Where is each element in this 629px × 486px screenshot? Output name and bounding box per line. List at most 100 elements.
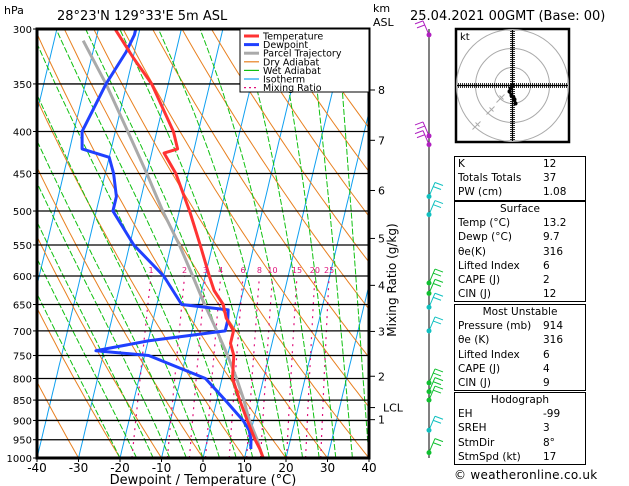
index-label: Lifted Index: [458, 259, 520, 272]
surface-row: CIN (J) 12: [455, 287, 585, 301]
index-value: 316: [543, 245, 564, 258]
index-value: 4: [543, 362, 550, 375]
x-axis-title: Dewpoint / Temperature (°C): [110, 473, 297, 486]
mu-row: Pressure (mb) 914: [455, 319, 585, 333]
hodograph-point: [510, 83, 515, 88]
asl-unit-label: ASL: [373, 16, 395, 29]
index-row-totals: Totals Totals 37: [455, 171, 585, 185]
hodograph-point: [513, 101, 518, 106]
index-row-k: K 12: [455, 157, 585, 171]
index-value: -99: [543, 408, 561, 421]
profiles: [80, 29, 265, 458]
x-tick-label: 30: [320, 461, 335, 475]
pressure-tick-label: 700: [13, 327, 32, 338]
wind-barb: [428, 182, 444, 197]
wind-barb: [428, 377, 444, 392]
index-label: EH: [458, 408, 473, 421]
wet-adiabat-line: [37, 42, 221, 458]
mixing-ratio-label: 4: [218, 266, 223, 275]
hodograph-point: [507, 89, 512, 94]
index-value: 2: [543, 274, 550, 287]
pressure-tick-label: 600: [13, 272, 32, 283]
dewpoint-line: [80, 29, 253, 450]
mixing-ratio-label: 20: [310, 266, 320, 275]
hodograph: kt: [454, 27, 571, 144]
x-tick-label: 40: [361, 461, 376, 475]
most-unstable-title: Most Unstable: [482, 306, 558, 318]
isotherm-line: [119, 29, 224, 458]
wind-barb: [428, 268, 444, 284]
hodo-row: EH -99: [455, 407, 585, 421]
pressure-tick-label: 300: [13, 25, 32, 36]
index-label: SREH: [458, 422, 487, 435]
km-tick-label: 7: [378, 134, 385, 147]
basic-indices-table: K 12 Totals Totals 37 PW (cm) 1.08: [454, 156, 586, 201]
mixing-ratio-label: 6: [240, 266, 245, 275]
dry-adiabat-line: [37, 306, 121, 458]
mu-row: θe (K) 316: [455, 333, 585, 347]
mu-row: CIN (J) 9: [455, 376, 585, 390]
dry-adiabat-line: [37, 380, 79, 458]
wind-barb: [414, 20, 430, 36]
pressure-unit-label: hPa: [4, 4, 24, 17]
index-label: K: [458, 158, 465, 170]
index-value: 316: [543, 334, 564, 347]
pressure-tick-label: 350: [13, 80, 32, 91]
surface-row: Temp (°C) 13.2: [455, 216, 585, 230]
hodo-row: SREH 3: [455, 421, 585, 435]
surface-row: Lifted Index 6: [455, 259, 585, 273]
index-label: CAPE (J): [458, 274, 501, 287]
isotherm-line: [37, 29, 141, 458]
mixing-ratio-label: 25: [324, 266, 334, 275]
legend-label: Mixing Ratio: [263, 83, 322, 94]
mu-row: Lifted Index 6: [455, 348, 585, 362]
km-tick-label: 3: [378, 325, 385, 338]
copyright-credit[interactable]: © weatheronline.co.uk: [454, 468, 598, 482]
surface-row: θe(K) 316: [455, 245, 585, 259]
x-tick-label: -40: [27, 461, 47, 475]
dry-adiabat-line: [240, 29, 369, 218]
most-unstable-table: Most Unstable Pressure (mb) 914 θe (K) 316…: [454, 304, 586, 392]
lcl-label: LCL: [383, 402, 404, 415]
hodograph-point: [512, 97, 517, 102]
mixing-ratio-label: 8: [257, 266, 262, 275]
hodo-row: StmDir 8°: [455, 436, 585, 450]
x-tick-label: 0: [199, 461, 207, 475]
index-value: 12: [543, 288, 557, 301]
legend-box: [239, 28, 370, 93]
surface-row: CAPE (J) 2: [455, 273, 585, 287]
km-tick-label: 2: [378, 370, 385, 383]
pressure-tick-label: 850: [13, 396, 32, 407]
legend-label: Temperature: [262, 32, 323, 43]
index-label: StmSpd (kt): [458, 450, 521, 463]
wind-barb: [414, 121, 430, 137]
datetime-title: 25.04.2021 00GMT (Base: 00): [410, 9, 605, 24]
km-unit-label: km: [373, 2, 390, 15]
legend-label: Wet Adiabat: [263, 66, 321, 77]
mixing-ratio-axis-title: Mixing Ratio (g/kg): [385, 223, 399, 336]
index-label: θe (K): [458, 334, 490, 347]
wind-barb: [428, 415, 444, 431]
pressure-tick-label: 500: [13, 207, 32, 218]
temperature-line: [113, 29, 265, 458]
legend-label: Isotherm: [263, 75, 305, 86]
index-label: CIN (J): [458, 288, 491, 301]
index-label: Pressure (mb): [458, 320, 532, 333]
pressure-tick-label: 800: [13, 374, 32, 385]
mu-row: CAPE (J) 4: [455, 362, 585, 376]
pressure-tick-label: 550: [13, 241, 32, 252]
index-value: 17: [543, 450, 557, 463]
dry-adiabat-line: [37, 32, 287, 458]
index-value: 9.7: [543, 231, 560, 244]
mixing-ratio-label: 3: [203, 266, 208, 275]
x-tick-label: -20: [110, 461, 130, 475]
wet-adiabat-line: [119, 29, 270, 458]
hodograph-ring: [456, 29, 569, 142]
wind-barb: [428, 385, 444, 401]
hodo-row: StmSpd (kt) 17: [455, 450, 585, 464]
index-value: 9: [543, 377, 550, 390]
index-value: 6: [543, 348, 550, 361]
index-value: 1.08: [543, 186, 567, 199]
pressure-tick-label: 1000: [7, 454, 32, 465]
